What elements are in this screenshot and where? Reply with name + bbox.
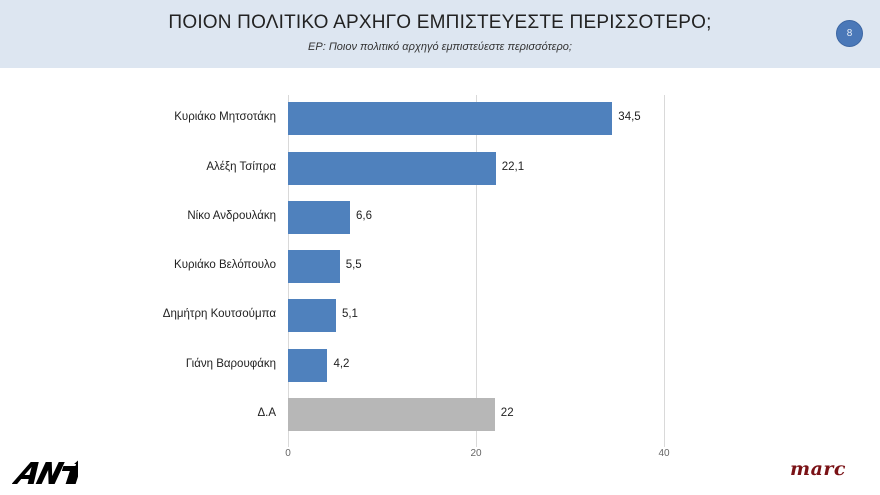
bar: [288, 398, 495, 431]
header-banner: ΠΟΙΟΝ ΠΟΛΙΤΙΚΟ ΑΡΧΗΓΟ ΕΜΠΙΣΤΕΥΕΣΤΕ ΠΕΡΙΣ…: [0, 0, 880, 68]
bar: [288, 152, 496, 185]
bar-value-label: 34,5: [618, 111, 641, 123]
category-label: Κυριάκο Βελόπουλο: [174, 259, 276, 271]
bar: [288, 250, 340, 283]
bar: [288, 349, 328, 382]
category-label: Νίκο Ανδρουλάκη: [187, 210, 276, 222]
bar: [288, 102, 613, 135]
bar-value-label: 5,5: [345, 259, 362, 271]
x-tick-label: 20: [470, 448, 482, 459]
page-title: ΠΟΙΟΝ ΠΟΛΙΤΙΚΟ ΑΡΧΗΓΟ ΕΜΠΙΣΤΕΥΕΣΤΕ ΠΕΡΙΣ…: [168, 12, 712, 33]
category-label: Δημήτρη Κουτσούμπα: [162, 308, 276, 320]
ant1-logo-icon: [11, 454, 86, 484]
bar-value-label: 4,2: [333, 358, 350, 370]
category-label: Δ.Α: [257, 407, 276, 419]
gridline-20: [476, 95, 477, 447]
x-tick-label: 40: [658, 448, 670, 459]
marc-logo: marc: [790, 458, 846, 480]
page-number-badge: 8: [836, 20, 863, 47]
x-tick-label: 0: [285, 448, 291, 459]
bar-value-label: 6,6: [356, 210, 373, 222]
bar: [288, 299, 336, 332]
gridline-40: [664, 95, 665, 447]
category-label: Γιάνη Βαρουφάκη: [185, 358, 276, 370]
bar-value-label: 5,1: [341, 308, 358, 320]
question-subtitle: EP: Ποιον πολιτικό αρχηγό εμπιστεύεστε π…: [308, 41, 572, 53]
bar-value-label: 22: [500, 407, 514, 419]
category-label: Κυριάκο Μητσοτάκη: [174, 111, 276, 123]
bar: [288, 201, 351, 234]
bar-value-label: 22,1: [501, 161, 525, 173]
category-label: Αλέξη Τσίπρα: [206, 161, 276, 173]
ant1-logo: [11, 452, 86, 491]
